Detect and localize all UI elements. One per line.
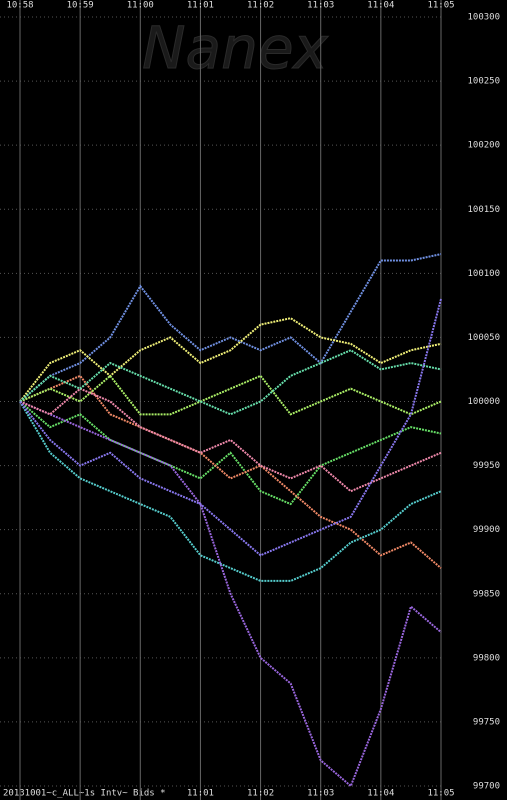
series-line xyxy=(19,374,442,569)
x-tick-label-bottom: 11:05 xyxy=(427,789,454,799)
x-tick-label-bottom: 11:01 xyxy=(187,789,214,799)
footer: 20131001~c_ALL~1s Intv~ Bids * xyxy=(3,789,166,799)
y-tick-label: 99950 xyxy=(473,461,500,471)
y-tick-label: 99750 xyxy=(473,717,500,727)
series-line xyxy=(19,349,442,416)
x-tick-label: 11:03 xyxy=(307,1,334,11)
y-tick-label: 100050 xyxy=(467,333,500,343)
x-tick-label: 11:01 xyxy=(187,1,214,11)
x-tick-label: 11:00 xyxy=(127,1,154,11)
y-tick-label: 99900 xyxy=(473,525,500,535)
watermark-title: Nanex xyxy=(142,14,328,82)
y-tick-label: 100000 xyxy=(467,397,500,407)
series-line xyxy=(19,253,442,403)
x-tick-label: 11:04 xyxy=(367,1,394,11)
y-tick-label: 99800 xyxy=(473,653,500,663)
x-tick-label: 11:02 xyxy=(247,1,274,11)
x-tick-label: 10:58 xyxy=(6,1,33,11)
y-tick-label: 100100 xyxy=(467,269,500,279)
x-tick-label: 11:05 xyxy=(427,1,454,11)
y-tick-label: 100250 xyxy=(467,77,500,87)
series-line xyxy=(19,317,442,403)
y-tick-label: 100150 xyxy=(467,205,500,215)
y-tick-label: 99700 xyxy=(473,782,500,792)
x-tick-label: 10:59 xyxy=(67,1,94,11)
series-line xyxy=(19,400,442,582)
x-tick-label-bottom: 11:04 xyxy=(367,789,394,799)
series-line xyxy=(19,400,442,506)
x-tick-label-bottom: 11:02 xyxy=(247,789,274,799)
y-tick-label: 100300 xyxy=(467,13,500,23)
y-tick-label: 100200 xyxy=(467,141,500,151)
series-line xyxy=(19,298,442,557)
y-tick-label: 99850 xyxy=(473,589,500,599)
series-line xyxy=(19,374,442,416)
series-line xyxy=(19,400,442,788)
x-tick-label-bottom: 11:03 xyxy=(307,789,334,799)
